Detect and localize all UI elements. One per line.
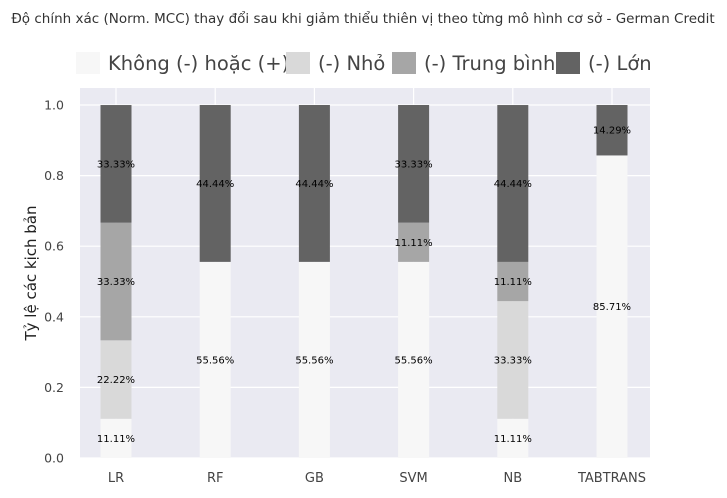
legend-label: (-) Lớn bbox=[588, 52, 652, 75]
legend-swatch bbox=[76, 52, 100, 74]
bar-data-label: 44.44% bbox=[494, 179, 532, 190]
bar-segment bbox=[100, 105, 132, 223]
legend: Không (-) hoặc (+) (-) Nhỏ (-) Trung bình (… bbox=[76, 52, 652, 75]
y-tick-label: 0.4 bbox=[44, 309, 64, 324]
bar-segment bbox=[497, 261, 529, 302]
bar-data-label: 11.11% bbox=[97, 434, 135, 445]
bar-segment bbox=[596, 155, 628, 458]
legend-swatch bbox=[392, 52, 416, 74]
bar-data-label: 55.56% bbox=[295, 355, 333, 366]
bar-labels: 11.11% 22.22% 33.33% 33.33% 55.56% 44.44% 55.5… bbox=[97, 126, 631, 445]
bar-data-label: 44.44% bbox=[295, 179, 333, 190]
bar-data-label: 33.33% bbox=[97, 277, 135, 288]
bar-segment bbox=[100, 222, 132, 341]
bar-segment bbox=[398, 105, 430, 223]
bar-segment bbox=[199, 261, 231, 458]
bar-segment bbox=[298, 261, 330, 458]
bar-segment bbox=[497, 105, 529, 262]
bar-data-label: 22.22% bbox=[97, 375, 135, 386]
bar-data-label: 55.56% bbox=[196, 355, 234, 366]
bar-segment bbox=[398, 222, 430, 262]
y-tick-label: 1.0 bbox=[44, 98, 64, 113]
bar-data-label: 14.29% bbox=[593, 126, 631, 137]
y-tick-label: 0.8 bbox=[44, 168, 64, 183]
bar-segment bbox=[596, 105, 628, 156]
bar-data-label: 44.44% bbox=[196, 179, 234, 190]
plot-background bbox=[80, 88, 650, 458]
bar-data-label: 11.11% bbox=[395, 238, 433, 249]
bar-segment bbox=[100, 418, 132, 458]
x-tick-label: RF bbox=[207, 471, 224, 486]
bar-data-label: 11.11% bbox=[494, 277, 532, 288]
legend-label: Không (-) hoặc (+) bbox=[108, 52, 289, 75]
x-tick-label: GB bbox=[305, 471, 324, 486]
bars bbox=[100, 105, 628, 458]
bar-segment bbox=[497, 301, 529, 419]
legend-label: (-) Nhỏ bbox=[318, 52, 385, 75]
bar-segment bbox=[497, 418, 529, 458]
x-tick-label: LR bbox=[108, 471, 124, 486]
y-tick-label: 0.6 bbox=[44, 239, 64, 254]
bar-data-label: 33.33% bbox=[494, 355, 532, 366]
legend-swatch bbox=[556, 52, 580, 74]
y-axis-label: Tỷ lệ các kịch bản bbox=[22, 205, 40, 341]
bar-data-label: 55.56% bbox=[395, 355, 433, 366]
bar-data-label: 11.11% bbox=[494, 434, 532, 445]
y-tick-label: 0.2 bbox=[44, 380, 64, 395]
bar-segment bbox=[298, 105, 330, 262]
x-tick-label: NB bbox=[503, 471, 522, 486]
bar-data-label: 33.33% bbox=[395, 159, 433, 170]
bar-segment bbox=[199, 105, 231, 262]
y-axis-ticks: 0.0 0.2 0.4 0.6 0.8 1.0 bbox=[44, 98, 64, 466]
legend-label: (-) Trung bình bbox=[424, 52, 555, 75]
y-tick-label: 0.0 bbox=[44, 451, 64, 466]
x-axis-ticks: LR RF GB SVM NB TABTRANS bbox=[108, 471, 646, 486]
bar-segment bbox=[100, 340, 132, 419]
bar-segment bbox=[398, 261, 430, 458]
legend-swatch bbox=[286, 52, 310, 74]
chart-title: Độ chính xác (Norm. MCC) thay đổi sau kh… bbox=[11, 10, 714, 27]
bar-data-label: 33.33% bbox=[97, 159, 135, 170]
x-tick-label: SVM bbox=[399, 471, 427, 486]
x-tick-label: TABTRANS bbox=[577, 471, 646, 486]
bar-data-label: 85.71% bbox=[593, 302, 631, 313]
